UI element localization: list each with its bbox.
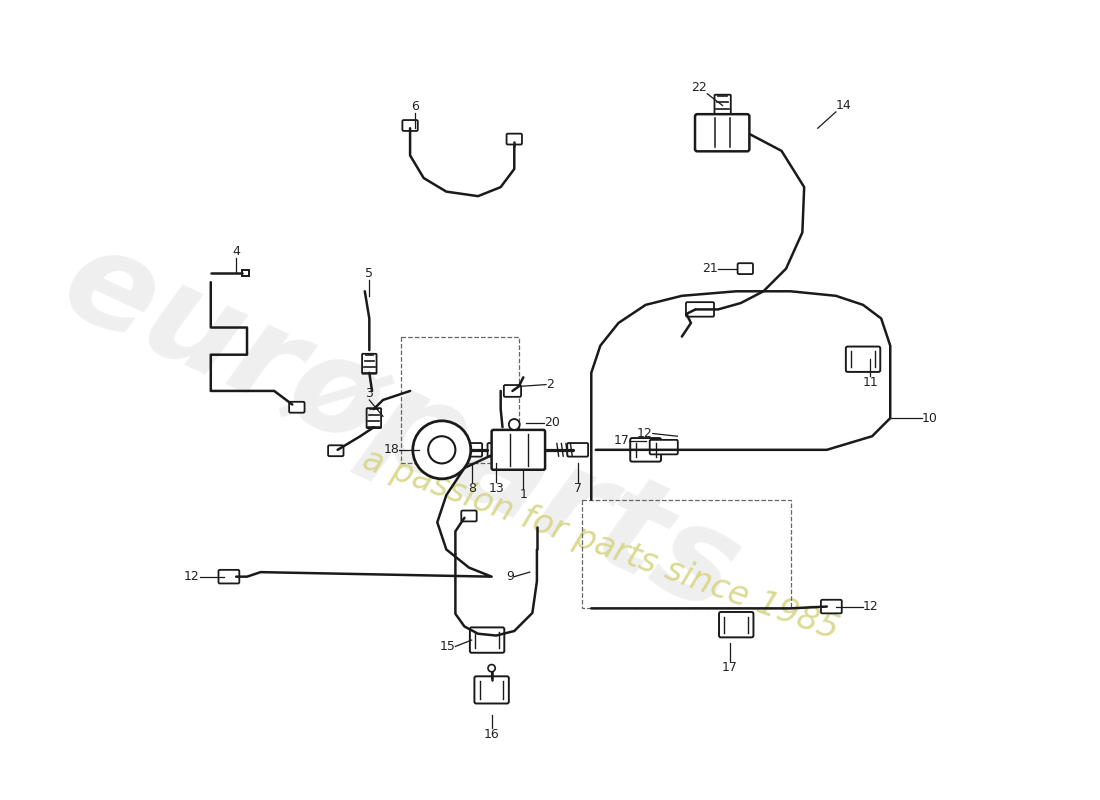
Text: 18: 18 — [383, 443, 399, 456]
FancyBboxPatch shape — [568, 443, 588, 457]
FancyBboxPatch shape — [738, 263, 754, 274]
FancyBboxPatch shape — [507, 134, 522, 145]
Text: 12: 12 — [184, 570, 200, 583]
FancyBboxPatch shape — [470, 627, 504, 653]
Text: 2: 2 — [546, 378, 554, 391]
FancyBboxPatch shape — [630, 438, 661, 462]
Text: 16: 16 — [484, 728, 499, 741]
Text: 12: 12 — [864, 600, 879, 613]
FancyBboxPatch shape — [686, 302, 714, 317]
FancyBboxPatch shape — [461, 510, 476, 522]
Bar — [582, 500, 791, 608]
Text: 4: 4 — [232, 245, 240, 258]
FancyBboxPatch shape — [328, 446, 343, 456]
Bar — [402, 337, 519, 463]
FancyBboxPatch shape — [650, 440, 678, 454]
FancyBboxPatch shape — [821, 600, 842, 614]
Text: 20: 20 — [544, 416, 560, 429]
Bar — [242, 270, 249, 276]
FancyBboxPatch shape — [219, 570, 240, 583]
FancyBboxPatch shape — [487, 443, 505, 457]
FancyBboxPatch shape — [403, 120, 418, 131]
Circle shape — [509, 419, 519, 430]
Text: 7: 7 — [574, 482, 582, 494]
Text: 1: 1 — [519, 488, 527, 501]
Text: 9: 9 — [506, 570, 515, 583]
Text: 22: 22 — [692, 81, 707, 94]
FancyBboxPatch shape — [474, 676, 509, 703]
Text: 17: 17 — [722, 661, 738, 674]
Text: 14: 14 — [836, 99, 851, 112]
Text: eurøparts: eurøparts — [44, 215, 759, 639]
Text: 12: 12 — [637, 427, 653, 440]
FancyBboxPatch shape — [461, 443, 482, 457]
FancyBboxPatch shape — [695, 114, 749, 151]
FancyBboxPatch shape — [289, 402, 305, 413]
Text: 3: 3 — [365, 387, 373, 400]
Text: 13: 13 — [488, 482, 504, 494]
Text: 8: 8 — [468, 482, 475, 494]
Text: 15: 15 — [440, 640, 455, 653]
Text: 11: 11 — [862, 375, 878, 389]
FancyBboxPatch shape — [504, 385, 521, 397]
Text: 17: 17 — [614, 434, 629, 447]
Text: a passion for parts since 1985: a passion for parts since 1985 — [358, 443, 843, 646]
FancyBboxPatch shape — [846, 346, 880, 372]
Text: 10: 10 — [922, 412, 938, 425]
Circle shape — [412, 421, 471, 479]
Text: 6: 6 — [410, 100, 419, 113]
Text: 21: 21 — [703, 262, 718, 275]
Circle shape — [488, 665, 495, 672]
Text: 5: 5 — [365, 267, 373, 281]
Circle shape — [428, 436, 455, 463]
FancyBboxPatch shape — [492, 430, 546, 470]
FancyBboxPatch shape — [719, 612, 754, 638]
